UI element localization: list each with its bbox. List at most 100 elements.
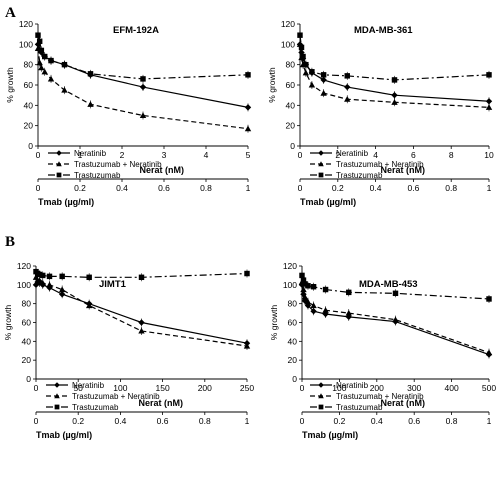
- legend-label: Trastuzumab: [336, 171, 383, 180]
- x-tick-label: 10: [484, 150, 494, 160]
- data-point: [38, 47, 45, 54]
- x-axis-label-tmab: Tmab (µg/ml): [302, 430, 358, 440]
- data-point: [59, 273, 65, 280]
- y-tick-label: 0: [28, 141, 33, 151]
- legend-marker: [318, 172, 324, 178]
- data-point: [46, 273, 53, 280]
- y-tick-label: 0: [292, 374, 297, 384]
- series-line: [299, 35, 490, 81]
- data-point: [320, 72, 327, 78]
- y-tick-label: 120: [281, 19, 295, 29]
- data-point: [61, 86, 68, 93]
- legend: Neratinib Trastuzumab + Neratinib Trastuzu…: [48, 149, 162, 180]
- x-tick-label: 100: [332, 383, 346, 393]
- legend-label: Neratinib: [74, 149, 107, 158]
- legend-label: Trastuzumab + Neratinib: [74, 160, 162, 169]
- series-2: [299, 271, 492, 303]
- data-point: [309, 69, 315, 75]
- y-tick-label: 100: [281, 39, 295, 49]
- series-2: [35, 31, 251, 83]
- data-point: [35, 32, 41, 38]
- x-tick-label: 3: [162, 150, 167, 160]
- y-tick-label: 120: [17, 261, 31, 271]
- data-point: [301, 293, 309, 300]
- x-tick-label: 4: [373, 150, 378, 160]
- data-point: [58, 286, 66, 293]
- legend-label: Trastuzumab: [74, 171, 121, 180]
- legend-label: Trastuzumab + Neratinib: [336, 392, 424, 401]
- data-point: [46, 281, 53, 288]
- legend-label: Trastuzumab: [72, 403, 119, 412]
- data-point: [320, 76, 327, 84]
- x-tick-label: 150: [156, 383, 170, 393]
- x-tick-label: 500: [482, 383, 496, 393]
- data-point: [391, 77, 398, 83]
- panel-letter-b: B: [5, 234, 15, 250]
- data-point: [391, 91, 398, 99]
- x-axis-label-tmab: Tmab (µg/ml): [38, 197, 94, 207]
- y-tick-label: 60: [24, 80, 34, 90]
- x-tick-label-tmab: 0.4: [371, 416, 383, 426]
- data-point: [48, 57, 54, 64]
- data-point: [300, 286, 307, 293]
- legend-label: Trastuzumab + Neratinib: [336, 160, 424, 169]
- data-point: [38, 64, 45, 71]
- y-axis-label: % growth: [267, 67, 277, 103]
- x-axis-label-nerat: Nerat (nM): [140, 165, 185, 175]
- x-tick-label: 6: [411, 150, 416, 160]
- x-tick-label: 0: [36, 150, 41, 160]
- data-point: [310, 283, 317, 290]
- data-point: [485, 349, 493, 356]
- series-line: [37, 35, 249, 80]
- data-point: [300, 277, 307, 283]
- y-tick-label: 20: [288, 355, 298, 365]
- data-point: [392, 290, 399, 297]
- y-tick-label: 80: [22, 299, 32, 309]
- legend-marker: [318, 393, 324, 399]
- y-tick-label: 20: [286, 121, 296, 131]
- data-point: [298, 44, 305, 51]
- x-tick-label: 0: [34, 383, 39, 393]
- data-point: [304, 298, 312, 305]
- x-tick-label-tmab: 0.6: [157, 416, 169, 426]
- y-tick-label: 0: [290, 141, 295, 151]
- x-tick-label-tmab: 0.6: [407, 183, 419, 193]
- x-tick-label: 4: [204, 150, 209, 160]
- x-tick-label: 200: [370, 383, 384, 393]
- x-tick-label-tmab: 0.8: [200, 183, 212, 193]
- x-axis-label-nerat: Nerat (nM): [139, 398, 184, 408]
- chart-title: MDA-MB-361: [354, 25, 413, 36]
- x-tick-label: 200: [198, 383, 212, 393]
- legend-marker: [54, 404, 60, 410]
- chart-title: MDA-MB-453: [359, 279, 418, 290]
- legend-marker: [318, 150, 324, 156]
- legend-marker: [54, 382, 60, 388]
- panel-letter-a: A: [5, 5, 16, 21]
- data-point: [486, 296, 492, 302]
- y-axis-label: % growth: [5, 67, 15, 103]
- legend-label: Neratinib: [336, 149, 369, 158]
- x-tick-label-tmab: 0.6: [408, 416, 420, 426]
- legend-label: Trastuzumab + Neratinib: [72, 392, 160, 401]
- data-point: [344, 96, 351, 102]
- series-1: [32, 273, 251, 351]
- y-tick-label: 40: [24, 100, 34, 110]
- chart-title: EFM-192A: [113, 25, 159, 36]
- x-tick-label-tmab: 0.8: [446, 416, 458, 426]
- x-tick-label: 2: [120, 150, 125, 160]
- y-tick-label: 60: [288, 318, 298, 328]
- x-tick-label-tmab: 0.8: [445, 183, 457, 193]
- series-1: [34, 44, 252, 133]
- data-point: [39, 279, 46, 286]
- legend-label: Neratinib: [72, 381, 105, 390]
- x-tick-label-tmab: 1: [246, 183, 251, 193]
- data-point: [140, 76, 146, 82]
- data-point: [344, 73, 350, 79]
- x-tick-label-tmab: 0: [300, 416, 305, 426]
- y-tick-label: 20: [24, 121, 34, 131]
- data-point: [40, 272, 46, 279]
- y-tick-label: 80: [24, 60, 34, 70]
- data-point: [346, 289, 352, 296]
- series-2: [297, 31, 492, 84]
